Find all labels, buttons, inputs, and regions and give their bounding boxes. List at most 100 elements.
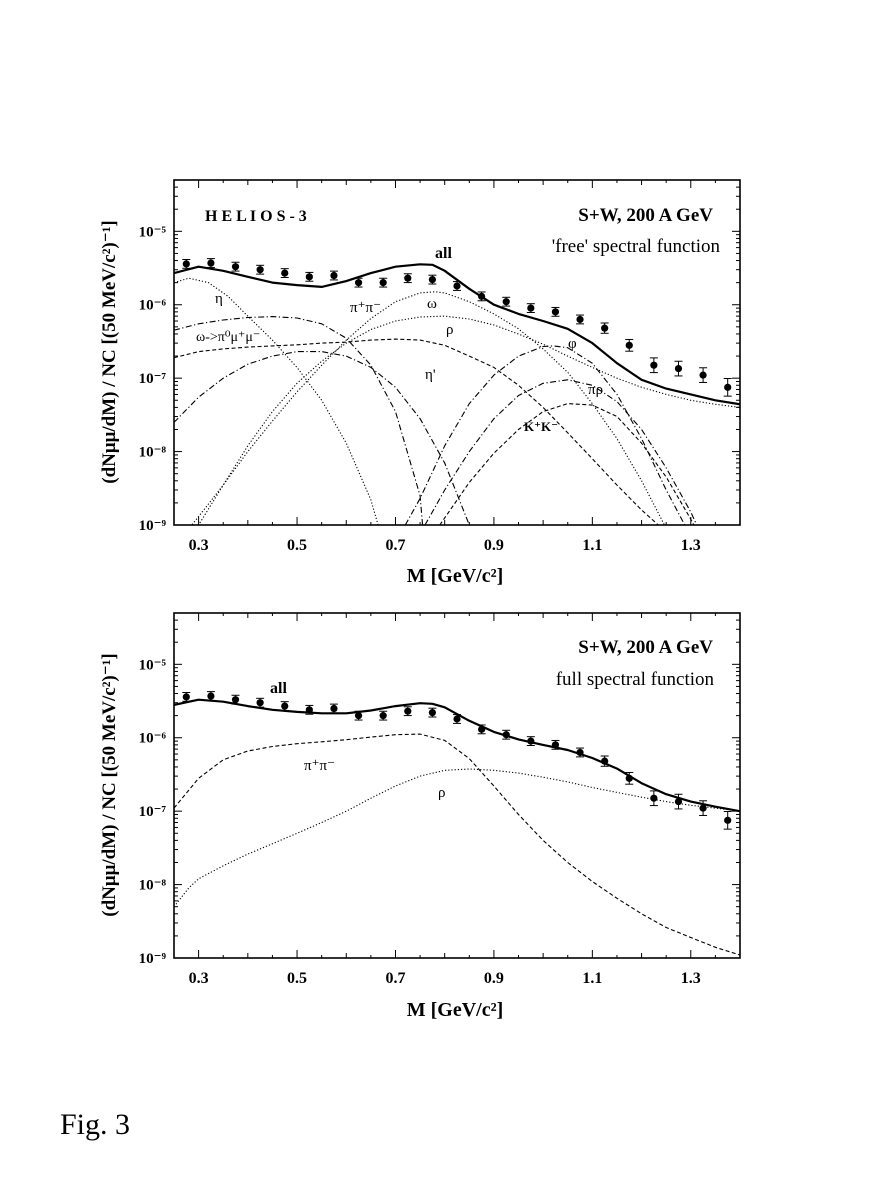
data-point (281, 269, 289, 277)
data-point (404, 707, 412, 715)
label-pi-pi: π⁺π⁻ (350, 300, 381, 316)
curve-omega (191, 291, 666, 525)
top-y-tick-labels: 10⁻⁹ 10⁻⁸ 10⁻⁷ 10⁻⁶ 10⁻⁵ (139, 224, 167, 534)
data-point (699, 371, 707, 379)
x-tick-label: 1.3 (681, 970, 701, 987)
y-tick-label: 10⁻⁶ (139, 298, 167, 314)
data-point (674, 797, 683, 806)
data-point (527, 737, 535, 745)
data-point (453, 282, 461, 290)
data-point (256, 266, 264, 274)
data-point (256, 699, 264, 707)
top-plot-curves (174, 263, 740, 525)
curve-rho (197, 315, 740, 525)
label-phi: φ (568, 336, 577, 352)
bottom-axis-ticks (173, 612, 741, 959)
bottom-plot-frame (173, 612, 741, 959)
data-point (478, 292, 486, 300)
data-point (650, 794, 658, 802)
curve-eta (174, 277, 379, 525)
data-point (330, 271, 338, 280)
data-point (551, 308, 560, 316)
data-point (281, 702, 289, 710)
data-point (601, 324, 609, 332)
label-eta-prime: η' (425, 367, 436, 383)
curve-pi-rho (424, 379, 698, 525)
bottom-label-all: all (270, 680, 287, 697)
top-title: S+W, 200 A GeV (578, 205, 713, 226)
data-point (404, 274, 412, 282)
y-tick-label: 10⁻⁸ (139, 445, 167, 461)
y-tick-label: 10⁻⁸ (139, 878, 167, 894)
label-rho: ρ (446, 322, 454, 338)
x-tick-label: 1.3 (681, 537, 701, 554)
data-point (502, 731, 510, 739)
data-point (551, 741, 560, 749)
label-omega: ω (427, 296, 437, 312)
figure-caption: Fig. 3 (60, 1108, 131, 1141)
data-point (502, 298, 510, 306)
data-point (625, 341, 633, 349)
data-point (625, 774, 633, 782)
y-tick-label: 10⁻⁹ (139, 518, 167, 534)
bottom-panel: 0.3 0.5 0.7 0.9 1.1 1.3 10⁻⁹10⁻⁸10⁻⁷10⁻⁶10⁻⁵ … (99, 612, 741, 1021)
x-tick-label: 0.9 (484, 970, 504, 987)
data-point (428, 708, 436, 717)
curve-omega-dalitz (174, 316, 424, 525)
data-point (305, 273, 313, 281)
data-point (182, 693, 190, 701)
data-point (453, 715, 461, 723)
detector-label: H E L I O S - 3 (205, 208, 307, 225)
curve-phi (404, 345, 686, 525)
data-point (207, 259, 215, 267)
top-subtitle: 'free' spectral function (552, 236, 721, 257)
y-tick-label: 10⁻⁵ (139, 657, 167, 673)
curve-pi-pi (174, 733, 740, 956)
data-point (231, 696, 240, 704)
data-point (601, 757, 609, 765)
data-point (576, 748, 584, 757)
y-tick-label: 10⁻⁷ (139, 804, 167, 820)
curve-all (174, 698, 740, 813)
x-tick-label: 1.1 (582, 537, 602, 554)
data-point (674, 364, 683, 373)
x-tick-label: 0.5 (287, 537, 307, 554)
data-point (354, 279, 363, 287)
x-tick-label: 0.9 (484, 537, 504, 554)
data-point (379, 279, 387, 287)
data-point (724, 816, 732, 824)
label-pi-rho: πρ (588, 382, 603, 398)
x-tick-label: 0.3 (189, 970, 209, 987)
label-all: all (435, 245, 452, 262)
label-omega-dalitz: ω->π⁰μ⁺μ⁻ (196, 330, 260, 345)
x-tick-label: 0.7 (385, 970, 405, 987)
bottom-y-axis-label: (dNμμ/dM) / NC [(50 MeV/c²)⁻¹] (99, 653, 120, 917)
data-point (354, 712, 363, 720)
data-point (207, 692, 215, 700)
y-tick-label: 10⁻⁹ (139, 951, 167, 967)
data-point (527, 304, 535, 312)
data-point (428, 275, 436, 284)
curve-k-k (439, 403, 695, 525)
curve-all (174, 263, 740, 406)
bottom-label-rho: ρ (438, 785, 446, 801)
y-tick-label: 10⁻⁵ (139, 224, 167, 240)
bottom-title: S+W, 200 A GeV (578, 637, 713, 658)
bottom-x-tick-labels: 0.3 0.5 0.7 0.9 1.1 1.3 (189, 970, 701, 987)
data-point (330, 704, 338, 713)
y-tick-label: 10⁻⁶ (139, 731, 167, 747)
top-plot-frame (173, 179, 741, 526)
top-y-axis-label: (dNμμ/dM) / NC [(50 MeV/c²)⁻¹] (99, 220, 120, 484)
bottom-x-axis-label: M [GeV/c²] (407, 999, 504, 1021)
x-tick-label: 0.5 (287, 970, 307, 987)
data-point (576, 315, 584, 324)
data-point (379, 712, 387, 720)
y-tick-label: 10⁻⁷ (139, 371, 167, 387)
data-point (699, 804, 707, 812)
data-point (478, 725, 486, 733)
label-eta: η (215, 291, 223, 307)
top-axis-ticks (173, 179, 741, 526)
data-point (231, 263, 240, 271)
label-k-k: K⁺K⁻ (524, 419, 558, 434)
